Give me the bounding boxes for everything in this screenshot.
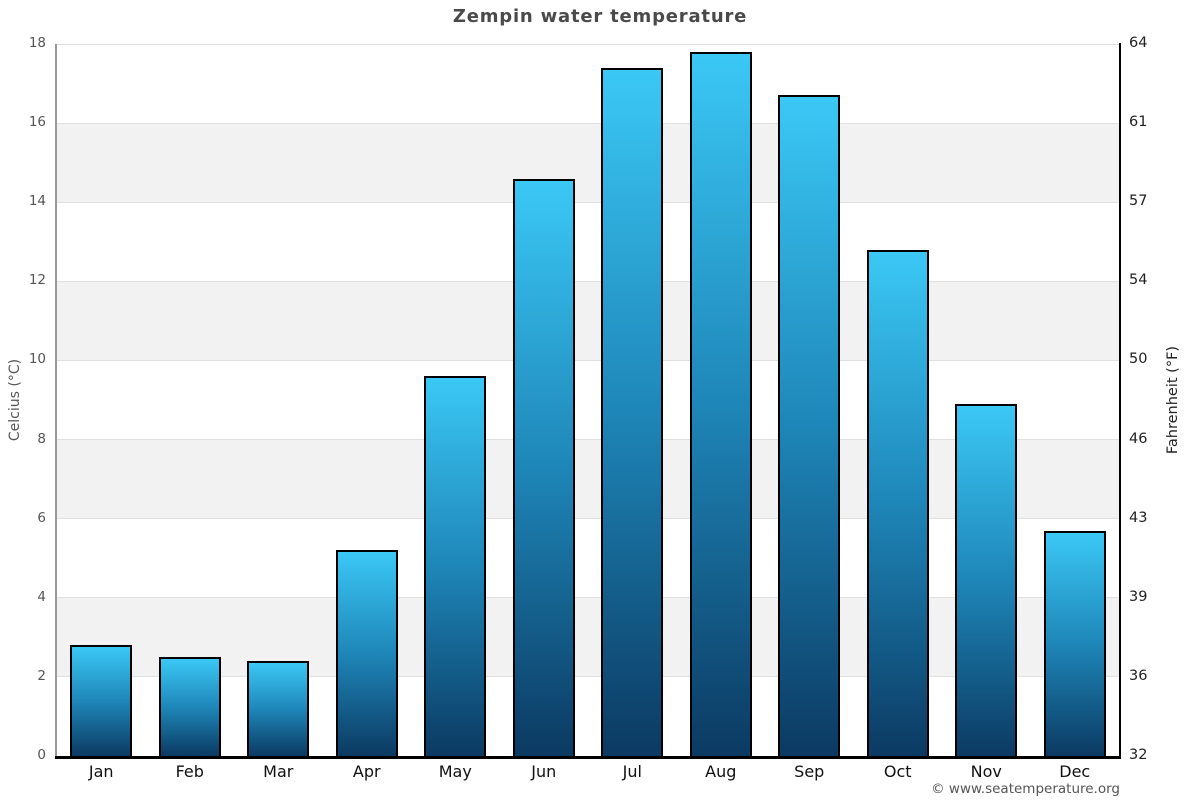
bar-jun bbox=[512, 178, 575, 756]
y-axis-right-tick-label: 43 bbox=[1129, 509, 1148, 526]
y-axis-left-tick-label: 0 bbox=[37, 747, 46, 763]
gridline bbox=[57, 676, 1119, 678]
y-axis-right-tick-label: 54 bbox=[1129, 272, 1148, 289]
gridline bbox=[57, 122, 1119, 124]
bar-may bbox=[424, 376, 487, 756]
y-axis-right-tick-label: 50 bbox=[1129, 351, 1148, 368]
copyright-link[interactable]: © www.seatemperature.org bbox=[931, 781, 1120, 797]
plot-band bbox=[57, 123, 1119, 203]
gridline bbox=[57, 43, 1119, 45]
x-tick-label-jul: Jul bbox=[622, 762, 642, 781]
plot-band bbox=[57, 597, 1119, 677]
y-axis-title-celsius: Celcius (°C) bbox=[7, 358, 23, 442]
chart-title: Zempin water temperature bbox=[452, 6, 748, 27]
x-tick-label-feb: Feb bbox=[175, 762, 204, 781]
y-axis-left-tick-label: 4 bbox=[37, 588, 46, 605]
x-tick-label-sep: Sep bbox=[794, 762, 825, 781]
y-axis-right-tick-label: 57 bbox=[1129, 193, 1148, 210]
y-axis-right-tick-label: 64 bbox=[1129, 35, 1148, 51]
x-tick-label-apr: Apr bbox=[352, 762, 381, 781]
y-axis-line-right bbox=[1119, 43, 1121, 756]
plot-band bbox=[57, 439, 1119, 519]
bar-dec bbox=[1043, 530, 1106, 756]
y-axis-left-tick-label: 18 bbox=[28, 35, 46, 51]
bar-apr bbox=[335, 550, 398, 756]
x-tick-label-mar: Mar bbox=[263, 762, 294, 781]
bar-sep bbox=[778, 95, 841, 756]
bar-feb bbox=[158, 657, 221, 756]
x-tick-label-may: May bbox=[438, 762, 472, 781]
bar-jul bbox=[601, 67, 664, 756]
plot-band bbox=[57, 281, 1119, 361]
y-axis-right-tick-label: 61 bbox=[1129, 114, 1148, 131]
x-tick-label-dec: Dec bbox=[1059, 762, 1091, 781]
y-axis-line-left bbox=[55, 44, 57, 756]
gridline bbox=[57, 280, 1119, 282]
y-axis-left-tick-label: 8 bbox=[37, 430, 46, 447]
bar-oct bbox=[866, 249, 929, 756]
y-axis-right-tick-label: 39 bbox=[1129, 588, 1148, 605]
y-axis-right-tick-label: 36 bbox=[1129, 667, 1148, 684]
x-tick-label-jan: Jan bbox=[88, 762, 114, 781]
x-tick-label-oct: Oct bbox=[883, 762, 912, 781]
y-axis-right-tick-label: 32 bbox=[1129, 747, 1148, 763]
x-axis-line bbox=[55, 756, 1121, 759]
bar-aug bbox=[689, 51, 752, 756]
gridline bbox=[57, 359, 1119, 361]
y-axis-left-tick-label: 16 bbox=[28, 114, 46, 131]
x-tick-label-aug: Aug bbox=[705, 762, 737, 781]
y-axis-left-tick-label: 10 bbox=[28, 351, 46, 368]
bar-mar bbox=[247, 661, 310, 756]
y-axis-right-tick-label: 46 bbox=[1129, 430, 1148, 447]
bar-jan bbox=[70, 645, 133, 756]
gridline bbox=[57, 439, 1119, 441]
y-axis-left-tick-label: 12 bbox=[28, 272, 46, 289]
x-tick-label-jun: Jun bbox=[531, 762, 557, 781]
y-axis-left-tick-label: 6 bbox=[37, 509, 46, 526]
y-axis-left-tick-label: 14 bbox=[28, 193, 46, 210]
x-tick-label-nov: Nov bbox=[970, 762, 1002, 781]
bar-nov bbox=[955, 404, 1018, 756]
y-axis-left-tick-label: 2 bbox=[37, 667, 46, 684]
gridline bbox=[57, 518, 1119, 520]
gridline bbox=[57, 201, 1119, 203]
gridline bbox=[57, 597, 1119, 599]
